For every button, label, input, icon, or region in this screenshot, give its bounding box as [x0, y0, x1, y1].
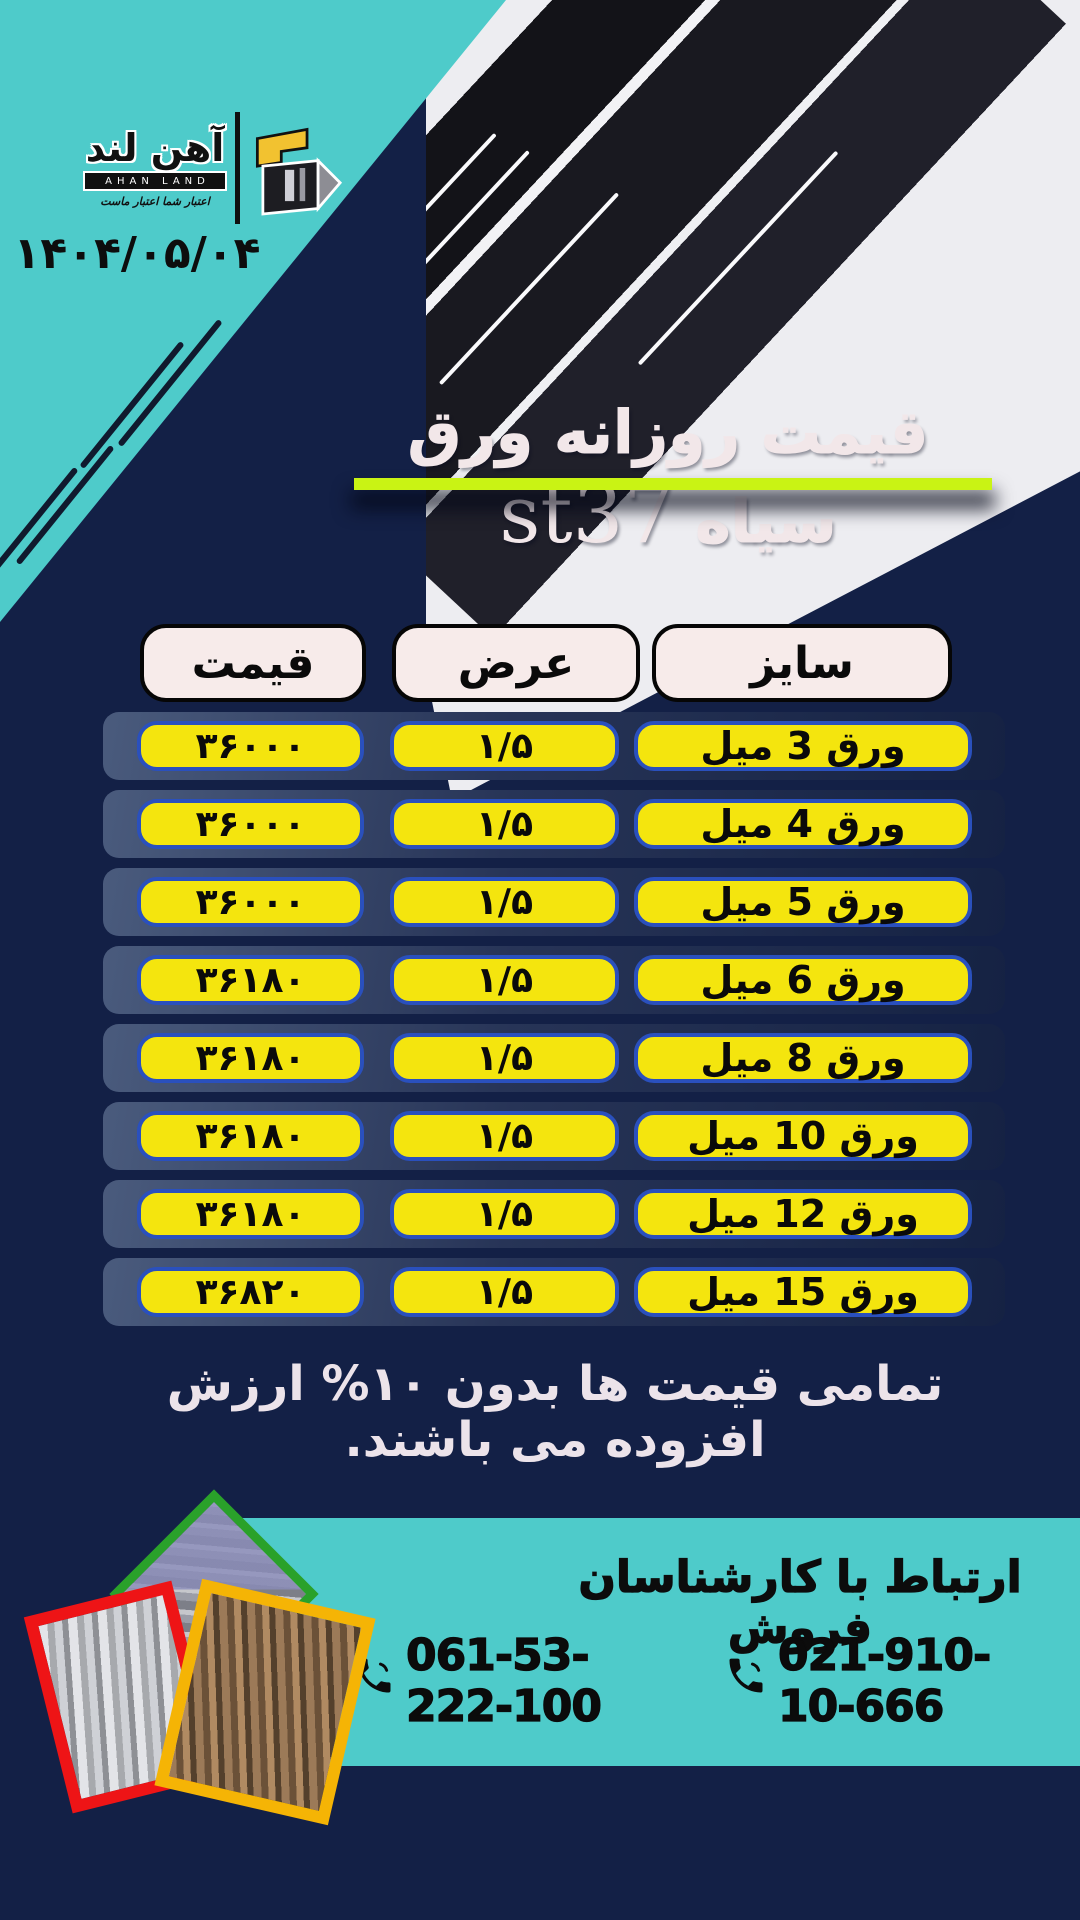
contact-heading: ارتباط با کارشناسان فروش	[578, 1551, 1023, 1654]
column-header-width: عرض	[392, 624, 640, 702]
price-cell: ۳۶۸۲۰	[137, 1267, 364, 1317]
size-cell: ورق 6 میل	[634, 955, 972, 1005]
title-underline	[354, 478, 992, 490]
table-row: ۳۶۰۰۰ ۱/۵ ورق 3 میل	[103, 712, 1005, 780]
price-table-body: ۳۶۰۰۰ ۱/۵ ورق 3 میل ۳۶۰۰۰ ۱/۵ ورق 4 میل …	[103, 712, 1005, 1336]
width-cell: ۱/۵	[390, 1033, 619, 1083]
width-cell: ۱/۵	[390, 721, 619, 771]
width-cell: ۱/۵	[390, 955, 619, 1005]
size-cell: ورق 8 میل	[634, 1033, 972, 1083]
brand-logo: آهن لند AHAN LAND اعتبار شما اعتبار ماست	[22, 112, 343, 224]
width-cell: ۱/۵	[390, 1189, 619, 1239]
price-cell: ۳۶۱۸۰	[137, 1189, 364, 1239]
phone-icon	[352, 1654, 396, 1709]
page-title: قیمت روزانه ورق سیاه st37	[330, 398, 1006, 562]
column-header-price: قیمت	[140, 624, 366, 702]
phone-entry-1: 061-53-222-100	[352, 1629, 690, 1733]
column-header-size: سایز	[652, 624, 952, 702]
table-row: ۳۶۱۸۰ ۱/۵ ورق 8 میل	[103, 1024, 1005, 1092]
width-cell: ۱/۵	[390, 1111, 619, 1161]
phone-number: 021-910-10-666	[777, 1629, 992, 1732]
width-cell: ۱/۵	[390, 877, 619, 927]
sheet-highlight-line	[637, 150, 839, 366]
logo-divider	[235, 112, 240, 224]
brand-logo-icon	[250, 112, 343, 224]
size-cell: ورق 10 میل	[634, 1111, 972, 1161]
size-cell: ورق 15 میل	[634, 1267, 972, 1317]
phone-entry-2: 021-910-10-666	[724, 1629, 1062, 1733]
brand-name-en: AHAN LAND	[85, 172, 225, 189]
size-cell: ورق 12 میل	[634, 1189, 972, 1239]
table-row: ۳۶۱۸۰ ۱/۵ ورق 10 میل	[103, 1102, 1005, 1170]
price-cell: ۳۶۱۸۰	[137, 1033, 364, 1083]
brand-tagline: اعتبار شما اعتبار ماست	[100, 194, 210, 208]
price-cell: ۳۶۰۰۰	[137, 877, 364, 927]
brand-name-fa: آهن لند	[85, 126, 225, 171]
table-row: ۳۶۸۲۰ ۱/۵ ورق 15 میل	[103, 1258, 1005, 1326]
price-cell: ۳۶۰۰۰	[137, 721, 364, 771]
table-row: ۳۶۰۰۰ ۱/۵ ورق 5 میل	[103, 868, 1005, 936]
table-row: ۳۶۰۰۰ ۱/۵ ورق 4 میل	[103, 790, 1005, 858]
contact-band	[240, 1518, 1080, 1766]
vat-note: تمامی قیمت ها بدون ۱۰% ارزش افزوده می با…	[166, 1356, 944, 1468]
price-cell: ۳۶۱۸۰	[137, 955, 364, 1005]
table-row: ۳۶۱۸۰ ۱/۵ ورق 6 میل	[103, 946, 1005, 1014]
price-cell: ۳۶۱۸۰	[137, 1111, 364, 1161]
phone-icon	[724, 1654, 768, 1709]
size-cell: ورق 5 میل	[634, 877, 972, 927]
width-cell: ۱/۵	[390, 799, 619, 849]
table-row: ۳۶۱۸۰ ۱/۵ ورق 12 میل	[103, 1180, 1005, 1248]
price-cell: ۳۶۰۰۰	[137, 799, 364, 849]
date-label: ۱۴۰۴/۰۵/۰۴	[13, 228, 261, 279]
phone-numbers: 061-53-222-100 021-910-10-666	[352, 1629, 1062, 1733]
size-cell: ورق 3 میل	[634, 721, 972, 771]
width-cell: ۱/۵	[390, 1267, 619, 1317]
page-title-fa: قیمت روزانه ورق سیاه	[407, 398, 929, 558]
size-cell: ورق 4 میل	[634, 799, 972, 849]
phone-number: 061-53-222-100	[405, 1629, 602, 1732]
